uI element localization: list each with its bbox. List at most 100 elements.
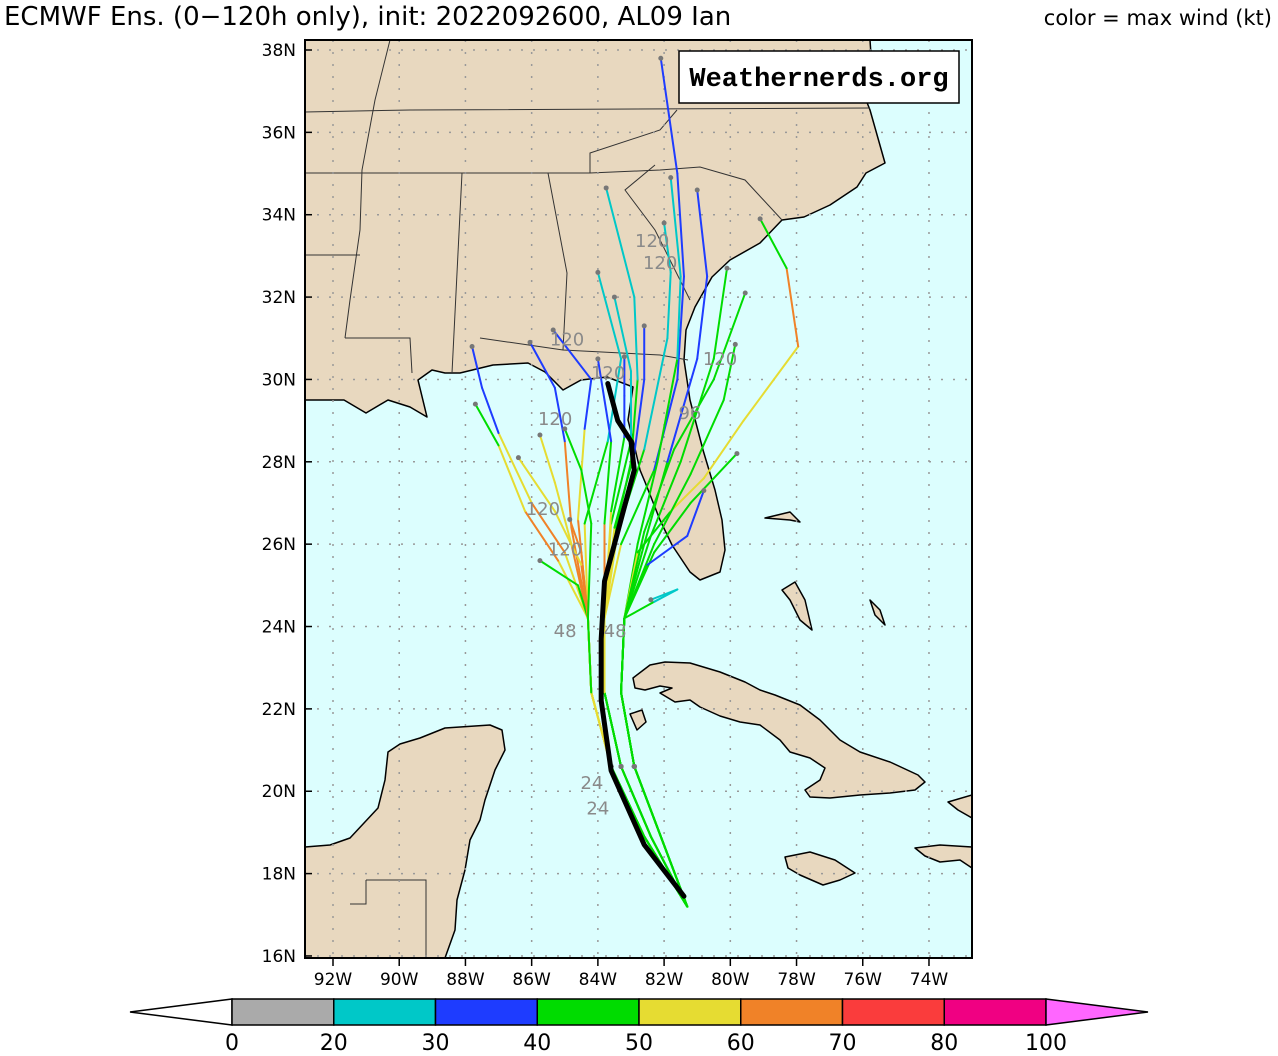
colorbar-label: 100 xyxy=(1025,1031,1067,1056)
colorbar-bin xyxy=(536,998,640,1026)
land-united-states xyxy=(305,40,886,581)
ensemble-mean-track xyxy=(598,381,687,899)
track-segment xyxy=(552,329,593,381)
lon-label: 78W xyxy=(777,970,816,990)
track-segment xyxy=(474,403,500,447)
track-segment xyxy=(613,296,632,373)
track-segment xyxy=(568,518,583,554)
map-frame xyxy=(304,39,973,959)
land-bahamas xyxy=(764,511,886,631)
track-segment xyxy=(646,534,689,566)
forecast-point xyxy=(472,401,478,407)
track-segment xyxy=(586,522,593,620)
track-segment xyxy=(676,172,685,278)
track-segment xyxy=(649,588,679,601)
track-segment xyxy=(497,444,527,513)
forecast-point xyxy=(724,265,730,271)
lat-label: 20N xyxy=(262,782,296,802)
land-isle-of-youth xyxy=(629,709,647,731)
track-segment xyxy=(524,510,560,562)
track-segment xyxy=(623,600,656,620)
track-segment xyxy=(563,440,573,529)
lat-label: 38N xyxy=(262,41,296,61)
lat-label: 32N xyxy=(262,288,296,308)
colorbar-bin xyxy=(841,998,945,1026)
forecast-point xyxy=(618,764,624,770)
forecast-point xyxy=(734,451,740,457)
lon-label: 88W xyxy=(446,970,485,990)
forecast-point xyxy=(527,339,533,345)
track-segment xyxy=(610,440,632,525)
forecast-point xyxy=(668,175,674,181)
track-segment xyxy=(656,357,679,463)
forecast-point xyxy=(537,558,543,564)
forecast-point xyxy=(701,488,707,494)
lat-label: 28N xyxy=(262,453,296,473)
track-segment xyxy=(633,378,646,455)
track-segment xyxy=(666,357,699,463)
track-segment xyxy=(603,691,623,768)
forecast-point xyxy=(603,185,609,191)
colorbar-bin xyxy=(943,998,1047,1026)
track-segment xyxy=(580,563,589,620)
lon-label: 76W xyxy=(844,970,883,990)
land-hispaniola xyxy=(914,794,972,869)
forecast-point xyxy=(648,597,654,603)
forecast-hour-label: 120 xyxy=(635,231,669,252)
track-segment xyxy=(742,345,800,422)
forecast-hour-label: 120 xyxy=(526,499,560,520)
axis-ticks: 38N 36N 34N 32N 30N 28N 26N 24N 22N 20N 18N 16N 92W 9… xyxy=(262,41,949,990)
track-segment xyxy=(689,399,725,476)
colorbar-label: 50 xyxy=(625,1031,653,1056)
track-segment xyxy=(686,489,705,537)
forecast-hour-label: 120 xyxy=(550,329,584,350)
lat-label: 26N xyxy=(262,535,296,555)
lon-label: 86W xyxy=(512,970,551,990)
track-segment xyxy=(633,296,639,381)
track-segment xyxy=(636,510,672,554)
forecast-point xyxy=(537,432,543,438)
track-segment xyxy=(633,765,662,838)
lon-label: 92W xyxy=(314,970,353,990)
colorbar-label: 40 xyxy=(523,1031,551,1056)
forecast-point xyxy=(658,55,664,61)
chart-title: ECMWF Ens. (0−120h only), init: 20220926… xyxy=(4,2,732,32)
colorbar-label: 60 xyxy=(727,1031,755,1056)
track-segment xyxy=(610,436,626,513)
track-segment xyxy=(673,378,715,451)
track-segment xyxy=(712,291,747,381)
land-yucatan xyxy=(305,724,506,958)
forecast-hour-label: 96 xyxy=(678,403,701,424)
track-segment xyxy=(623,563,649,620)
lat-label: 16N xyxy=(262,947,296,967)
colorbar-under-arrow xyxy=(129,998,233,1026)
color-legend-caption: color = max wind (kt) xyxy=(1043,6,1272,30)
track-segment xyxy=(471,345,483,389)
track-segment xyxy=(696,189,709,278)
colorbar-bin xyxy=(740,998,844,1026)
forecast-hour-label: 120 xyxy=(703,349,737,370)
track-segment xyxy=(530,501,566,554)
track-segment xyxy=(538,559,580,587)
forecast-hour-label: 24 xyxy=(586,799,609,820)
track-segment xyxy=(623,530,646,620)
lat-label: 18N xyxy=(262,865,296,885)
forecast-point xyxy=(567,516,573,522)
forecast-point xyxy=(469,343,475,349)
track-segment xyxy=(553,386,566,443)
colorbar-label: 70 xyxy=(829,1031,857,1056)
track-segment xyxy=(663,221,672,274)
lat-label: 34N xyxy=(262,206,296,226)
forecast-point xyxy=(757,216,763,222)
forecast-hour-label: 120 xyxy=(548,539,582,560)
track-segment xyxy=(702,419,745,480)
lon-label: 74W xyxy=(910,970,949,990)
forecast-point xyxy=(732,341,738,347)
lat-label: 22N xyxy=(262,700,296,720)
track-segment xyxy=(603,399,613,443)
track-segment xyxy=(696,275,709,360)
forecast-hour-label: 120 xyxy=(591,363,625,384)
track-segment xyxy=(557,559,589,620)
track-segment xyxy=(653,501,692,554)
